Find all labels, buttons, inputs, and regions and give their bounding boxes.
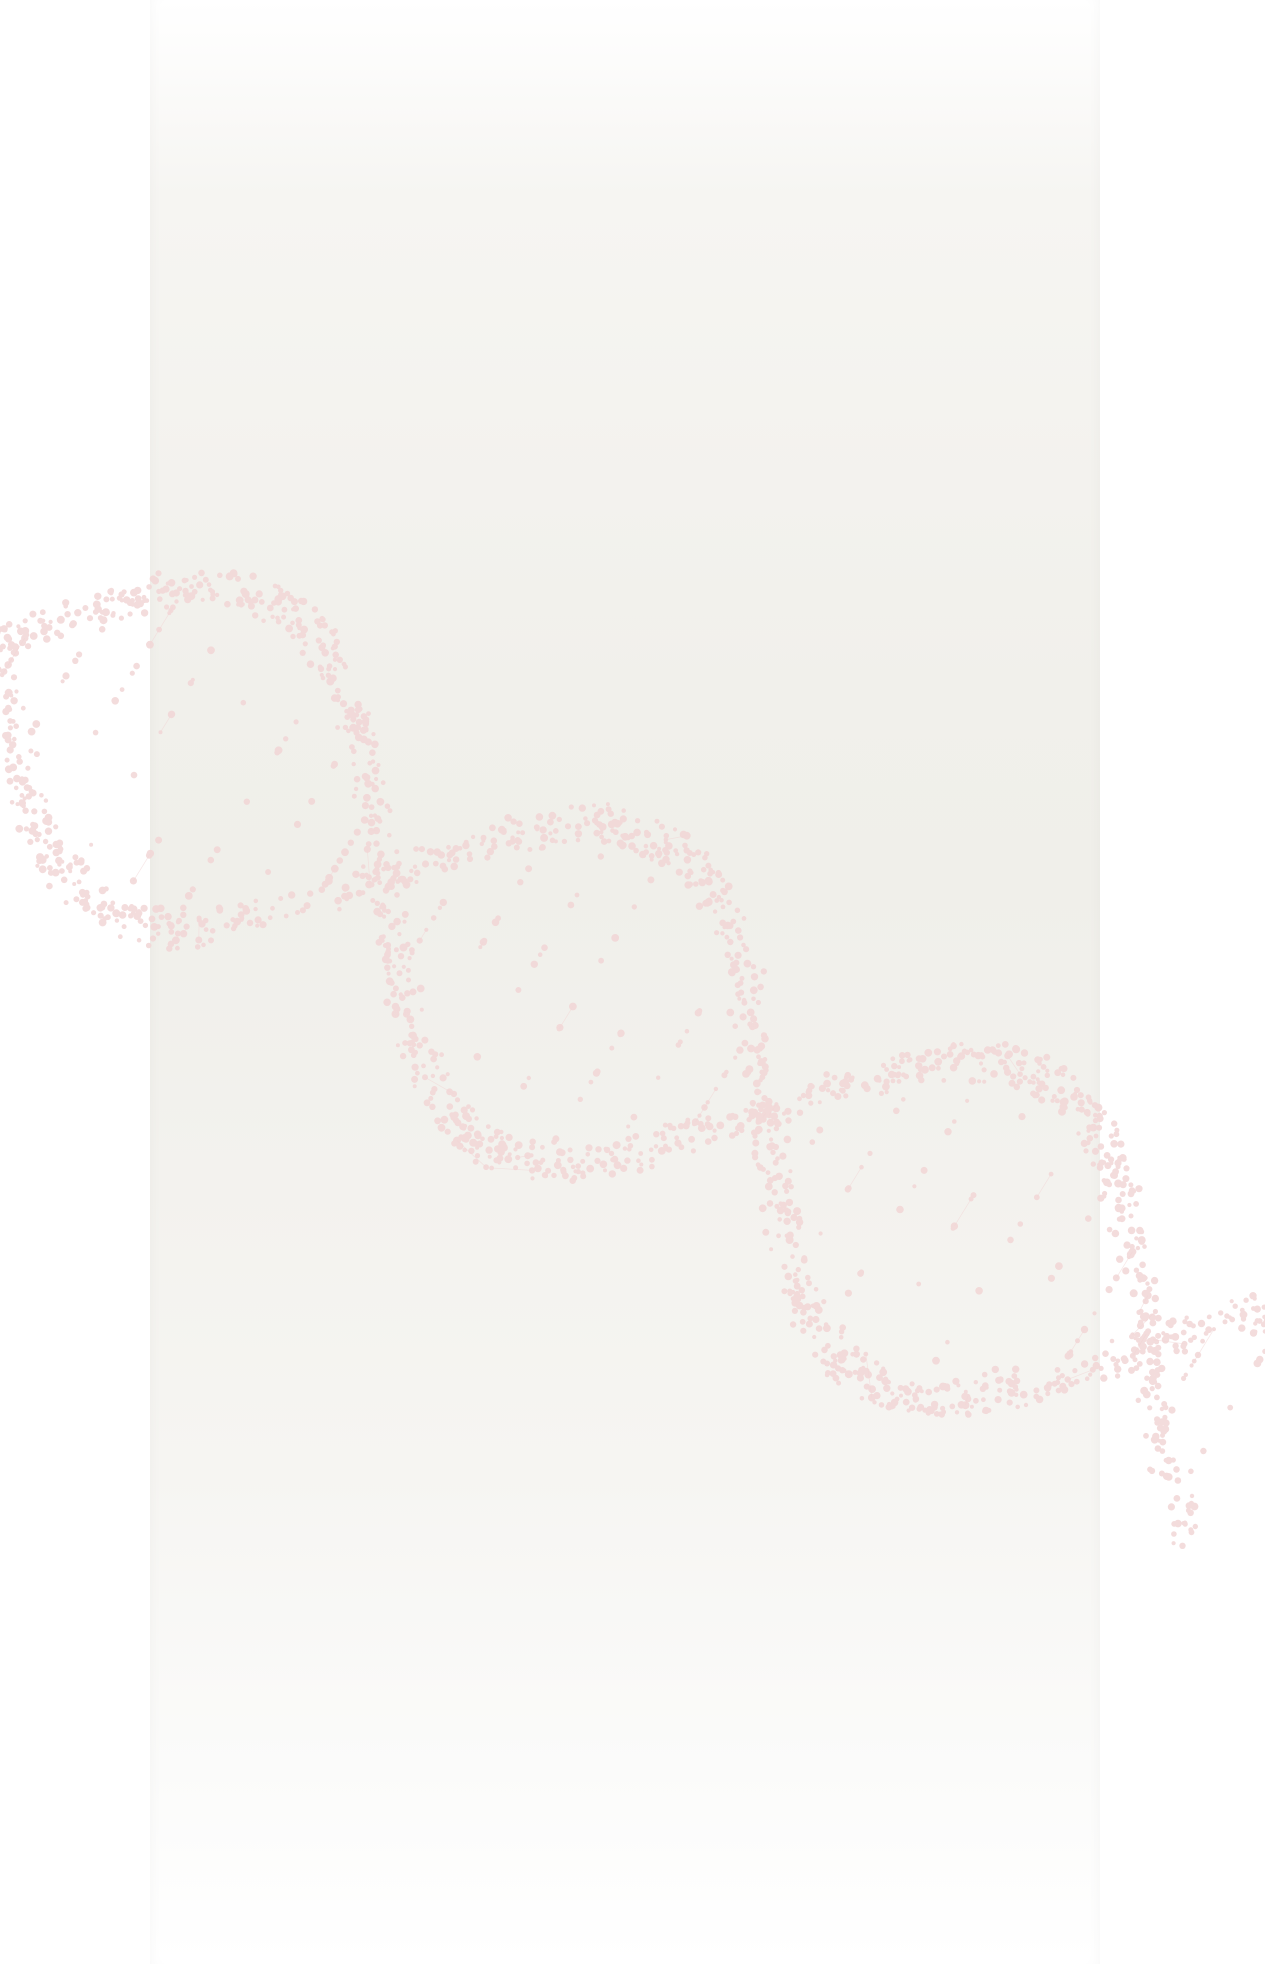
content-panel	[150, 0, 1100, 1964]
